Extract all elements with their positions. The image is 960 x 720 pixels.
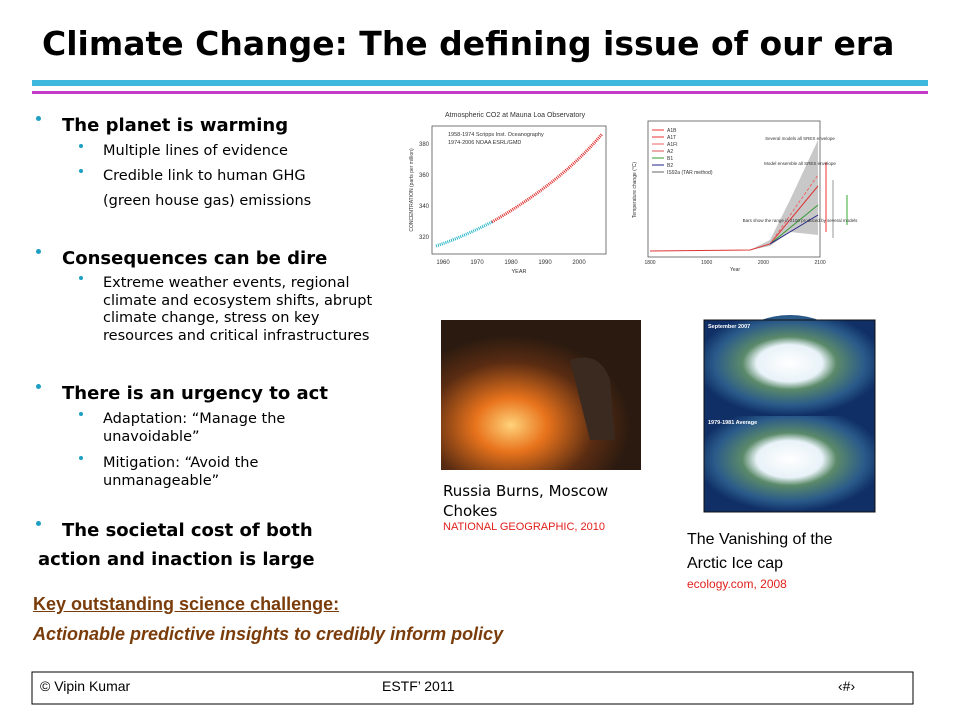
x-tick-label: 2100 xyxy=(815,260,826,266)
sub-bullet-dot xyxy=(79,412,83,416)
figure-title: Atmospheric CO2 at Mauna Loa Observatory xyxy=(445,112,586,119)
scenario-line xyxy=(649,185,819,252)
footer-right: ‹#› xyxy=(838,678,856,694)
envelope xyxy=(750,140,818,250)
co2-figure xyxy=(405,100,615,280)
x-tick-label: 1800 xyxy=(644,260,655,266)
frame xyxy=(703,319,876,513)
sub-bullet-text: Adaptation: “Manage the xyxy=(103,411,286,427)
sub-bullet-dot xyxy=(79,169,83,173)
legend-text: B2 xyxy=(667,163,673,169)
note: Model ensemble all SRES envelope xyxy=(764,161,836,166)
sub-bullet-text: Multiple lines of evidence xyxy=(103,143,288,159)
sub-bullet-text: (green house gas) emissions xyxy=(103,193,312,209)
arctic-source: ecology.com, 2008 xyxy=(687,577,787,591)
footer-center: ESTF’ 2011 xyxy=(382,678,455,694)
legend-text: IS92a (TAR method) xyxy=(667,170,713,176)
sub-bullet-text: Extreme weather events, regional xyxy=(103,275,350,291)
rule xyxy=(32,80,928,86)
y-tick-label: 360 xyxy=(419,173,430,179)
sub-bullet-text: resources and critical infrastructures xyxy=(103,327,370,344)
sub-bullet-text: climate and ecosystem shifts, abrupt xyxy=(103,292,373,309)
x-axis-label: YEAR xyxy=(512,269,527,275)
arctic-caption: The Vanishing of the Arctic Ice cap xyxy=(687,528,833,576)
sub-bullet-dot xyxy=(79,456,83,460)
rule xyxy=(32,91,928,94)
x-tick-label: 1900 xyxy=(701,260,712,266)
bullet-text: There is an urgency to act xyxy=(62,383,328,404)
y-tick-label: 320 xyxy=(419,235,430,241)
legend-text: 1974-2006 NOAA ESRL/GMD xyxy=(448,140,521,146)
legend-text: A1T xyxy=(667,135,676,141)
note: Bars show the range in 2100 produced by … xyxy=(743,218,859,223)
scenario-line xyxy=(769,214,819,245)
fire-caption: Russia Burns, Moscow Chokes xyxy=(443,481,608,521)
scenario-line xyxy=(769,204,819,245)
co2-curve xyxy=(435,220,493,248)
x-tick-label: 1960 xyxy=(436,260,450,266)
y-axis-label: CONCENTRATION (parts per million) xyxy=(409,148,415,232)
caption-line: Arctic Ice cap xyxy=(687,555,784,572)
challenge-text: Actionable predictive insights to credib… xyxy=(33,624,504,644)
sub-bullet-text: Credible link to human GHG xyxy=(103,168,306,184)
sub-bullet-dot xyxy=(79,276,83,280)
legend-text: A2 xyxy=(667,149,673,155)
fire-source: NATIONAL GEOGRAPHIC, 2010 xyxy=(443,521,605,533)
caption-line: Chokes xyxy=(443,502,498,520)
sub-bullet-text: Mitigation: “Avoid the xyxy=(103,455,259,471)
bullet-dot xyxy=(36,249,41,254)
scenario-line xyxy=(769,174,819,245)
challenge-heading: Key outstanding science challenge: xyxy=(33,594,340,614)
footer-box xyxy=(31,671,914,705)
bullet-text: Consequences can be dire xyxy=(62,248,328,269)
plot-frame xyxy=(647,120,821,258)
y-tick-label: 340 xyxy=(419,204,430,210)
legend-text: A1FI xyxy=(667,142,678,148)
note: Several models all SRES envelope xyxy=(765,136,835,141)
x-tick-label: 2000 xyxy=(758,260,769,266)
arctic-1980 xyxy=(704,416,875,512)
plot-frame xyxy=(431,125,607,255)
bullet-text: action and inaction is large xyxy=(38,549,315,570)
legend-text: B1 xyxy=(667,156,673,162)
panel-label: September 2007 xyxy=(708,324,750,330)
x-tick-label: 1980 xyxy=(504,260,518,266)
x-axis-label: Year xyxy=(730,267,740,273)
x-tick-label: 1990 xyxy=(538,260,552,266)
caption-line: Russia Burns, Moscow xyxy=(443,482,609,500)
caption-line: The Vanishing of the xyxy=(687,531,833,548)
y-axis-label: Temperature change (°C) xyxy=(632,162,638,219)
bullet-dot xyxy=(36,116,41,121)
footer-left: © Vipin Kumar xyxy=(40,678,131,694)
sub-bullet-text: unavoidable” xyxy=(103,428,200,445)
bullet-text: The societal cost of both xyxy=(62,520,313,541)
legend-text: 1958-1974 Scripps Inst. Oceanography xyxy=(448,132,544,138)
title: Climate Change: The defining issue of ou… xyxy=(42,24,895,63)
bullet-dot xyxy=(36,521,41,526)
x-tick-label: 2000 xyxy=(572,260,586,266)
arctic-2007 xyxy=(704,320,875,416)
sub-bullet-text: unmanageable” xyxy=(103,472,220,489)
bullet-text: The planet is warming xyxy=(62,115,289,136)
x-tick-label: 1970 xyxy=(470,260,484,266)
y-tick-label: 380 xyxy=(419,142,430,148)
sub-bullet-dot xyxy=(79,144,83,148)
co2-curve xyxy=(491,133,604,224)
firefighter xyxy=(570,357,615,440)
legend-text: A1B xyxy=(667,128,677,134)
bullet-dot xyxy=(36,384,41,389)
sub-bullet-text: climate change, stress on key xyxy=(103,310,320,326)
panel-label: 1979-1981 Average xyxy=(708,420,757,426)
